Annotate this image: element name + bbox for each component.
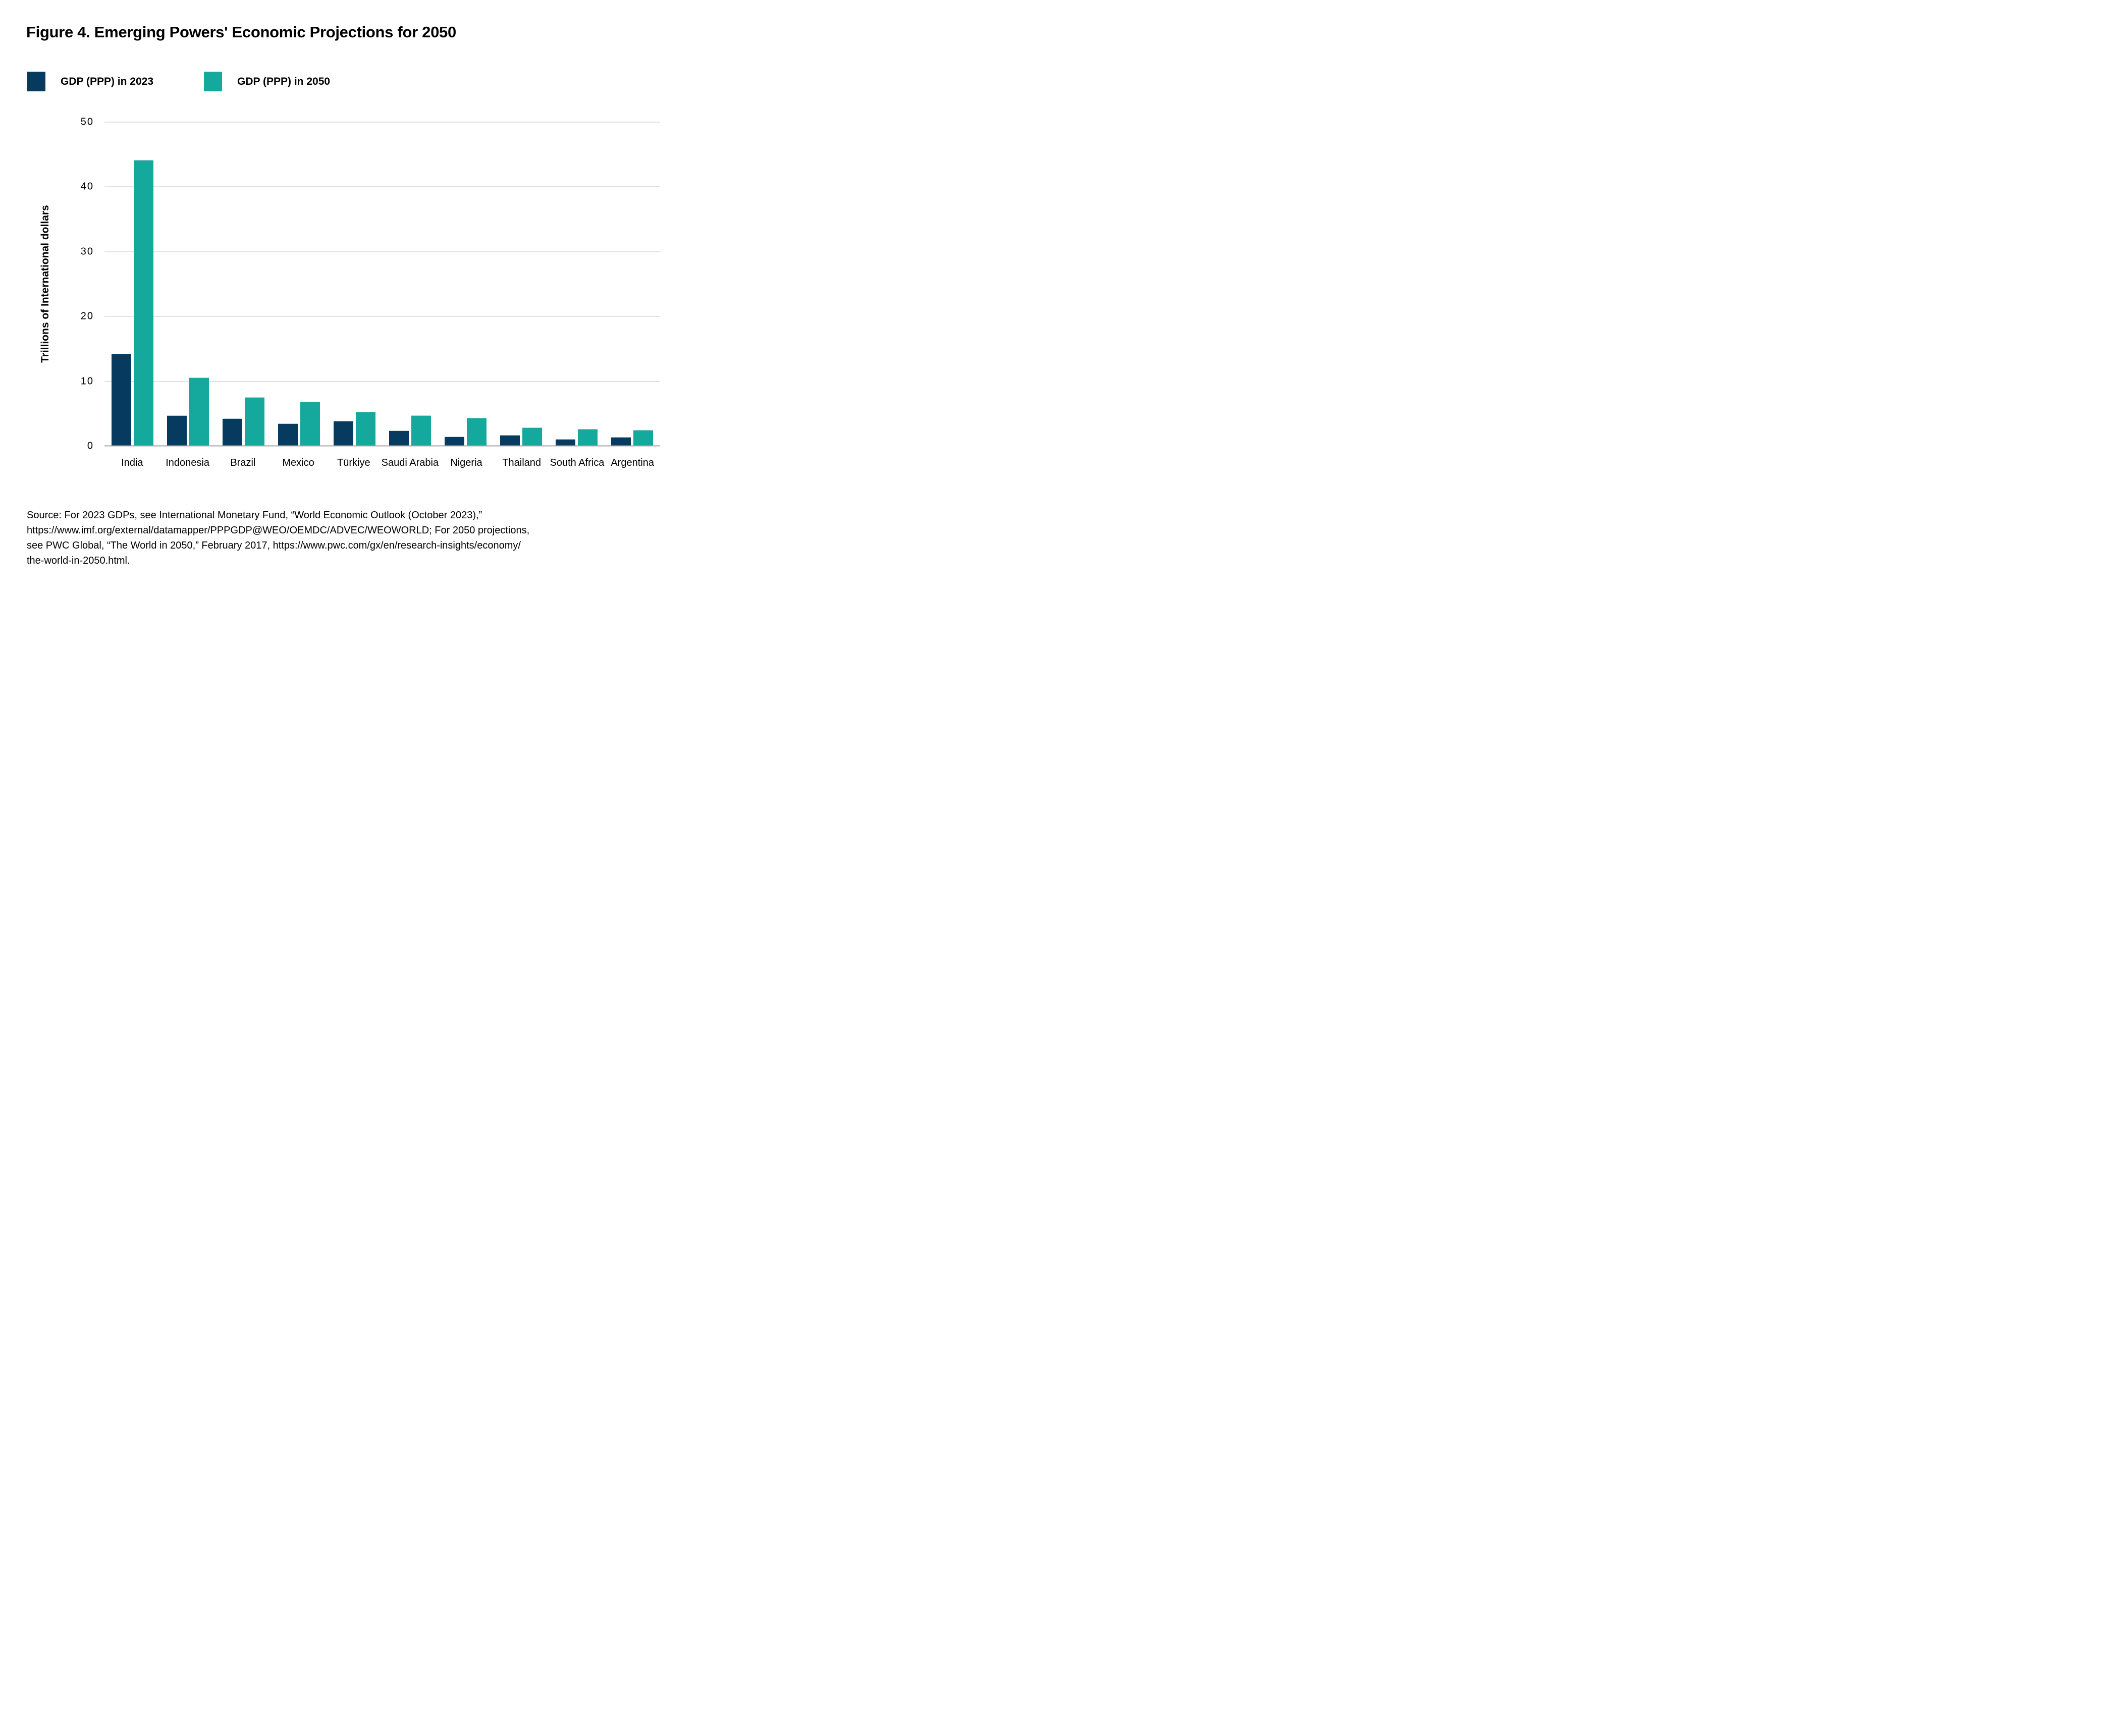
- x-label-south-africa: South Africa: [550, 457, 605, 468]
- x-label-t-rkiye: Türkiye: [337, 457, 370, 468]
- bar-2023-south-africa: [556, 440, 576, 446]
- bar-2023-argentina: [611, 438, 631, 446]
- x-label-argentina: Argentina: [611, 457, 654, 468]
- bar-group-brazil: [215, 122, 271, 446]
- bar-2050-brazil: [244, 397, 264, 446]
- bar-2050-nigeria: [467, 418, 487, 446]
- source-line: see PWC Global, “The World in 2050,” Feb…: [27, 540, 521, 551]
- y-tick-0: 0: [87, 440, 94, 452]
- y-tick-10: 10: [80, 375, 94, 387]
- legend-swatch-2050-icon: [204, 72, 223, 91]
- bar-group-indonesia: [160, 122, 215, 446]
- x-label-nigeria: Nigeria: [450, 457, 482, 468]
- bar-2023-indonesia: [167, 415, 187, 446]
- bar-2050-thailand: [522, 428, 543, 446]
- bar-2050-saudi-arabia: [411, 415, 432, 446]
- bar-group-argentina: [605, 122, 660, 446]
- x-label-thailand: Thailand: [502, 457, 542, 468]
- gridline-0: [104, 445, 660, 447]
- bar-2023-india: [111, 354, 131, 446]
- plot-area: [104, 122, 660, 447]
- gridline-50: [104, 122, 660, 123]
- bar-group-nigeria: [438, 122, 494, 446]
- source-line: the-world-in-2050.html.: [27, 555, 130, 566]
- figure-title: Figure 4. Emerging Powers' Economic Proj…: [26, 23, 456, 41]
- y-tick-20: 20: [80, 310, 94, 322]
- bar-2023-t-rkiye: [333, 421, 353, 446]
- bar-2050-argentina: [633, 430, 654, 446]
- bar-2050-mexico: [300, 402, 320, 446]
- bars-layer: [104, 122, 660, 446]
- source-line: https://www.imf.org/external/datamapper/…: [27, 525, 530, 536]
- bar-group-south-africa: [549, 122, 605, 446]
- bar-2050-india: [133, 160, 153, 446]
- bar-group-thailand: [494, 122, 549, 446]
- bar-group-saudi-arabia: [382, 122, 438, 446]
- bar-group-mexico: [271, 122, 327, 446]
- legend-swatch-2023-icon: [27, 72, 45, 91]
- x-label-indonesia: Indonesia: [166, 457, 209, 468]
- gridline-10: [104, 381, 660, 382]
- x-label-brazil: Brazil: [230, 457, 256, 468]
- legend-item-2023: GDP (PPP) in 2023: [27, 72, 153, 91]
- gridline-30: [104, 251, 660, 252]
- y-tick-40: 40: [80, 181, 94, 192]
- bar-2050-t-rkiye: [355, 412, 375, 446]
- legend: GDP (PPP) in 2023 GDP (PPP) in 2050: [27, 72, 330, 91]
- x-axis-labels: India Indonesia Brazil Mexico Türkiye Saudi A…: [104, 457, 660, 469]
- bar-2050-indonesia: [189, 378, 209, 446]
- source-line: Source: For 2023 GDPs, see International…: [27, 510, 482, 521]
- y-tick-30: 30: [80, 246, 94, 257]
- x-label-india: India: [121, 457, 143, 468]
- bar-2023-mexico: [278, 424, 298, 446]
- bar-2023-saudi-arabia: [389, 431, 409, 446]
- bar-group-india: [104, 122, 160, 446]
- legend-label-2023: GDP (PPP) in 2023: [61, 75, 154, 87]
- y-tick-50: 50: [80, 116, 94, 128]
- x-label-saudi-arabia: Saudi Arabia: [381, 457, 439, 468]
- bar-group-t-rkiye: [327, 122, 382, 446]
- figure-container: Figure 4. Emerging Powers' Economic Proj…: [0, 0, 701, 579]
- bar-2023-thailand: [500, 436, 520, 446]
- legend-item-2050: GDP (PPP) in 2050: [204, 72, 330, 91]
- legend-label-2050: GDP (PPP) in 2050: [237, 75, 331, 87]
- bar-2023-brazil: [222, 419, 242, 446]
- gridline-20: [104, 316, 660, 317]
- x-label-mexico: Mexico: [282, 457, 314, 468]
- bar-2023-nigeria: [445, 437, 465, 446]
- bar-2050-south-africa: [578, 429, 598, 446]
- source-note: Source: For 2023 GDPs, see International…: [27, 508, 683, 568]
- y-axis-ticks: 0 10 20 30 40 50: [50, 117, 94, 452]
